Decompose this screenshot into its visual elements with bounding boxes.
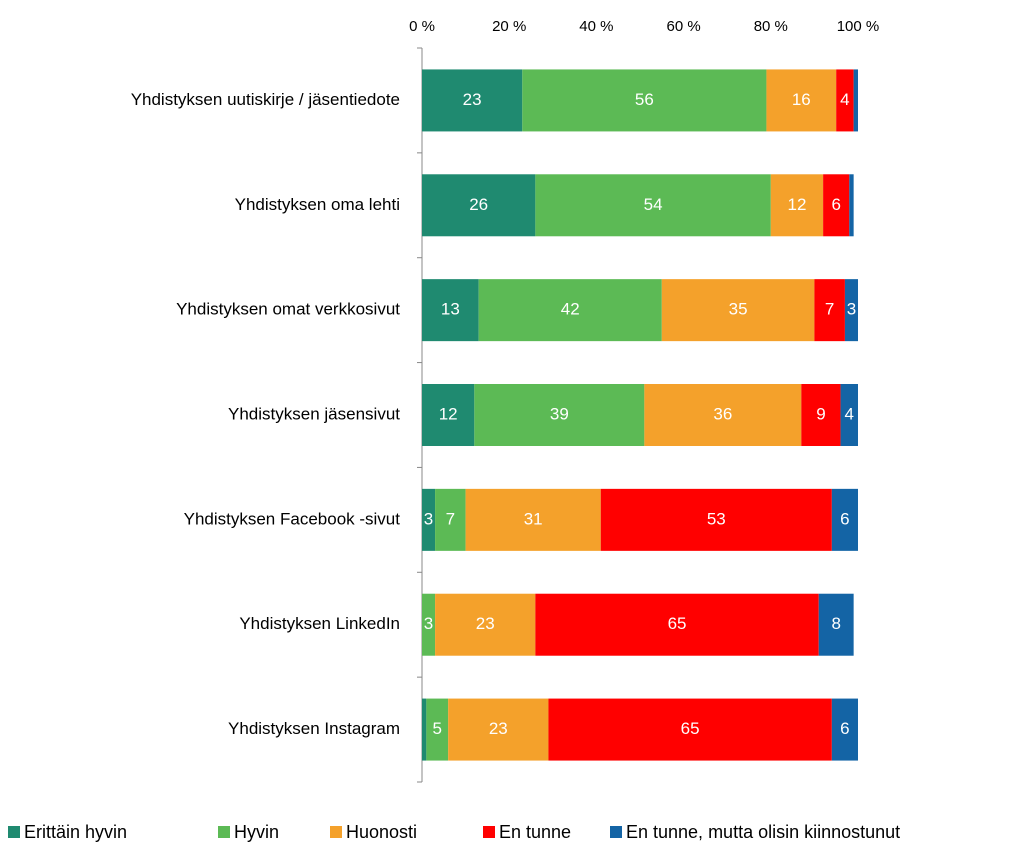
- bar-segment: [422, 174, 536, 237]
- category-label: Yhdistyksen Facebook -sivut: [184, 509, 401, 528]
- x-tick-label: 40 %: [579, 18, 613, 35]
- bar-segment: [435, 593, 536, 656]
- bar-segment: [766, 69, 837, 132]
- value-label: 5: [433, 719, 442, 738]
- x-tick-label: 0 %: [409, 18, 435, 35]
- value-label: 42: [561, 300, 580, 319]
- value-label: 9: [816, 404, 825, 423]
- category-label: Yhdistyksen Instagram: [228, 719, 400, 738]
- value-label: 6: [840, 719, 849, 738]
- category-label: Yhdistyksen omat verkkosivut: [176, 300, 400, 319]
- bar-segment: [448, 698, 549, 761]
- value-label: 36: [713, 404, 732, 423]
- bar-segment: [644, 384, 802, 446]
- value-label: 7: [825, 300, 834, 319]
- value-label: 31: [524, 509, 543, 528]
- bar-segment: [426, 698, 449, 761]
- bar-segment: [522, 69, 767, 132]
- x-tick-label: 60 %: [666, 18, 700, 35]
- x-tick-label: 100 %: [837, 18, 880, 35]
- value-label: 7: [446, 509, 455, 528]
- value-label: 12: [439, 404, 458, 423]
- bar-segment: [801, 384, 841, 446]
- value-label: 23: [489, 719, 508, 738]
- value-label: 54: [644, 195, 663, 214]
- legend-label: En tunne: [499, 822, 571, 842]
- value-label: 4: [845, 404, 854, 423]
- value-label: 16: [792, 90, 811, 109]
- bar-segment: [535, 174, 771, 237]
- value-label: 6: [840, 509, 849, 528]
- bar-segment: [422, 488, 436, 551]
- value-label: 23: [476, 614, 495, 633]
- bar-segment: [836, 69, 854, 132]
- value-label: 3: [424, 614, 433, 633]
- value-label: 35: [729, 300, 748, 319]
- category-label: Yhdistyksen LinkedIn: [239, 614, 400, 633]
- value-label: 65: [668, 614, 687, 633]
- value-label: 13: [441, 300, 460, 319]
- bar-segment: [844, 279, 858, 342]
- category-label: Yhdistyksen uutiskirje / jäsentiedote: [131, 90, 400, 109]
- legend-label: Erittäin hyvin: [24, 822, 127, 842]
- legend-swatch: [8, 826, 20, 838]
- bar-segment: [465, 488, 601, 551]
- bar-segment: [474, 384, 645, 446]
- bar-segment: [853, 69, 858, 132]
- value-label: 12: [787, 195, 806, 214]
- value-label: 3: [847, 300, 856, 319]
- bar-segment: [548, 698, 832, 761]
- value-label: 23: [463, 90, 482, 109]
- bar-segment: [770, 174, 824, 237]
- value-label: 8: [831, 614, 840, 633]
- legend-label: Hyvin: [234, 822, 279, 842]
- value-label: 56: [635, 90, 654, 109]
- bar-segment: [840, 384, 858, 446]
- bar-segment: [422, 69, 523, 132]
- bar-segment: [478, 279, 662, 342]
- category-label: Yhdistyksen oma lehti: [235, 195, 400, 214]
- bar-segment: [661, 279, 815, 342]
- bar-segment: [831, 488, 858, 551]
- x-tick-label: 20 %: [492, 18, 526, 35]
- value-label: 26: [469, 195, 488, 214]
- bar-segment: [435, 488, 466, 551]
- legend-label: En tunne, mutta olisin kiinnostunut: [626, 822, 900, 842]
- bar-segment: [814, 279, 845, 342]
- bar-segment: [422, 384, 475, 446]
- bar-segment: [600, 488, 832, 551]
- value-label: 4: [840, 90, 849, 109]
- bar-segment: [422, 593, 436, 656]
- value-label: 39: [550, 404, 569, 423]
- legend-swatch: [610, 826, 622, 838]
- bar-segment: [422, 698, 427, 761]
- bar-segment: [823, 174, 850, 237]
- bar-segment: [849, 174, 854, 237]
- value-label: 65: [681, 719, 700, 738]
- bar-segment: [535, 593, 819, 656]
- bar-segment: [422, 279, 479, 342]
- legend-swatch: [218, 826, 230, 838]
- legend-swatch: [330, 826, 342, 838]
- legend-swatch: [483, 826, 495, 838]
- bar-segment: [818, 593, 854, 656]
- value-label: 53: [707, 509, 726, 528]
- legend-label: Huonosti: [346, 822, 417, 842]
- value-label: 3: [424, 509, 433, 528]
- bar-segment: [831, 698, 858, 761]
- value-label: 6: [831, 195, 840, 214]
- x-tick-label: 80 %: [754, 18, 788, 35]
- category-label: Yhdistyksen jäsensivut: [228, 404, 400, 423]
